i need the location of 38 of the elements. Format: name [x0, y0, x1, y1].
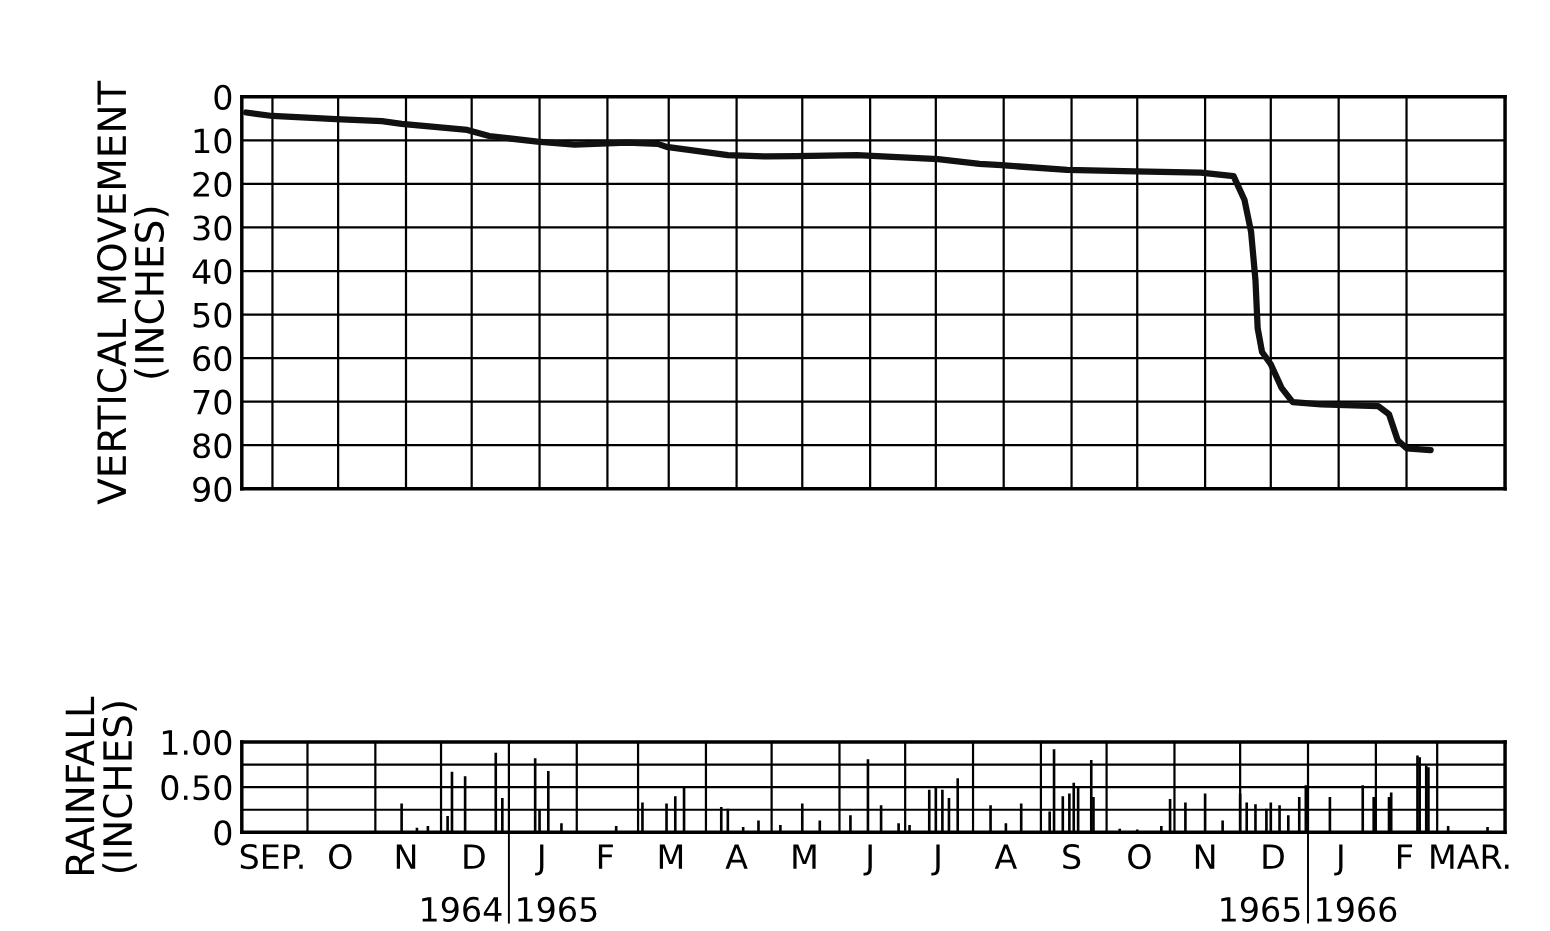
x-tick-label: N — [1195, 844, 1215, 869]
x-tick-label: SEP. — [240, 844, 303, 870]
text: 1964 — [422, 896, 502, 922]
x-tick-label: M — [659, 844, 683, 869]
y-tick-label: 1.00 — [162, 729, 232, 756]
x-tick-label: A — [994, 844, 1018, 869]
x-tick-label: J — [863, 844, 872, 876]
y-tick-label: 0 — [214, 84, 232, 110]
y-tick-label: 50 — [193, 302, 232, 328]
y-tick-label: 70 — [193, 389, 232, 415]
text: 1965 — [518, 896, 597, 922]
x-tick-label: D — [464, 844, 485, 869]
x-tick-label: J — [1334, 844, 1343, 876]
y-tick-label: 40 — [192, 258, 232, 285]
x-tick-label: A — [725, 844, 748, 869]
x-tick-label: O — [329, 844, 352, 870]
y-tick-label: 90 — [193, 476, 232, 502]
x-tick-label: J — [931, 844, 940, 876]
x-tick-label: D — [1263, 844, 1284, 869]
x-tick-label: F — [598, 844, 613, 869]
x-tick-label: MAR. — [1431, 844, 1509, 869]
x-tick-label: S — [1063, 844, 1081, 870]
x-tick-label: F — [1398, 844, 1412, 869]
text: 1966 — [1317, 896, 1397, 922]
y-axis-title: VERTICAL MOVEMENT (INCHES) — [97, 80, 169, 505]
y-tick-label: 10 — [194, 128, 232, 154]
text: 1965 — [1221, 896, 1300, 922]
x-tick-label: N — [396, 844, 416, 869]
y-tick-label: 30 — [193, 215, 232, 241]
y-tick-label: 0 — [214, 820, 232, 846]
y-axis-title: RAINFALL (INCHES) — [65, 696, 137, 875]
y-tick-label: 60 — [193, 346, 232, 372]
y-tick-label: 20 — [193, 171, 232, 198]
y-tick-label: 0.50 — [161, 775, 232, 801]
x-tick-label: M — [793, 844, 816, 869]
x-tick-label: J — [535, 844, 544, 876]
x-tick-label: O — [1128, 844, 1151, 870]
y-tick-label: 80 — [193, 433, 232, 459]
